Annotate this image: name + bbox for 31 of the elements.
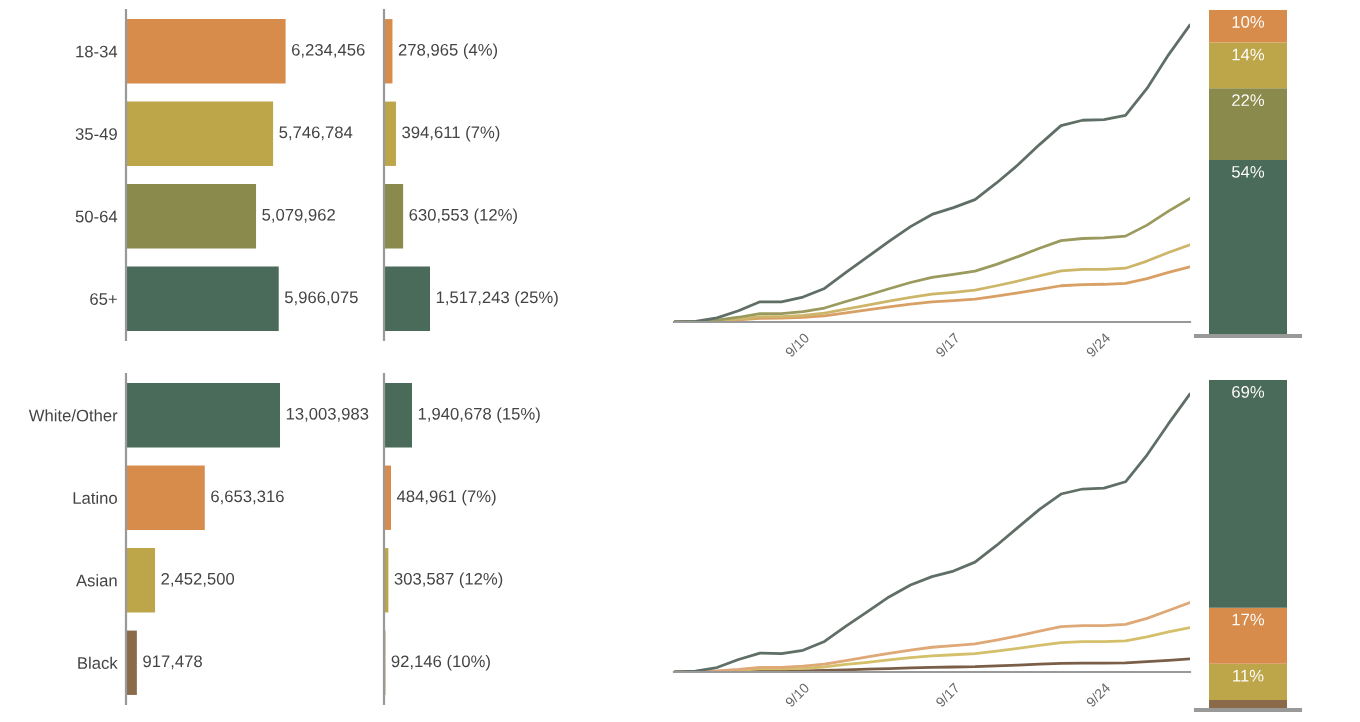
data-label: 5,966,075 [284, 291, 358, 306]
data-label: 5,079,962 [262, 208, 335, 223]
data-label: 17% [1232, 613, 1265, 626]
data-label: 303,587 (12%) [394, 572, 503, 589]
y-tick-label: Asian [76, 574, 117, 587]
y-tick-label: Latino [73, 491, 117, 504]
data-label: 484,961 (7%) [396, 489, 496, 506]
data-label: 22% [1232, 94, 1265, 106]
data-label: 630,553 (12%) [409, 208, 517, 225]
data-label: 278,965 (4%) [398, 43, 498, 60]
data-label: 394,611 (7%) [402, 125, 500, 142]
data-label: 1,517,243 (25%) [436, 290, 558, 307]
data-label: 11% [1233, 669, 1264, 682]
data-label: 69% [1232, 386, 1265, 398]
data-label: 1,940,678 (15%) [418, 407, 540, 424]
data-label: 92,146 (10%) [391, 654, 490, 671]
data-label: 5,746,784 [279, 126, 353, 141]
data-label: 14% [1232, 48, 1265, 61]
data-label: 13,003,983 [286, 407, 369, 422]
y-tick-label: 50-64 [75, 210, 118, 223]
y-tick-label: 18-34 [76, 45, 118, 58]
y-tick-label: White/Other [28, 409, 118, 422]
data-label: 917,478 [143, 655, 202, 670]
data-label: 54% [1231, 166, 1265, 178]
y-tick-label: 35-49 [75, 128, 117, 140]
y-tick-label: 65+ [90, 293, 117, 305]
data-label: 6,234,456 [292, 43, 365, 58]
data-label: 6,653,316 [211, 490, 284, 505]
data-label: 10% [1232, 16, 1265, 28]
data-label: 2,452,500 [161, 572, 235, 587]
y-tick-label: Black [78, 656, 118, 669]
